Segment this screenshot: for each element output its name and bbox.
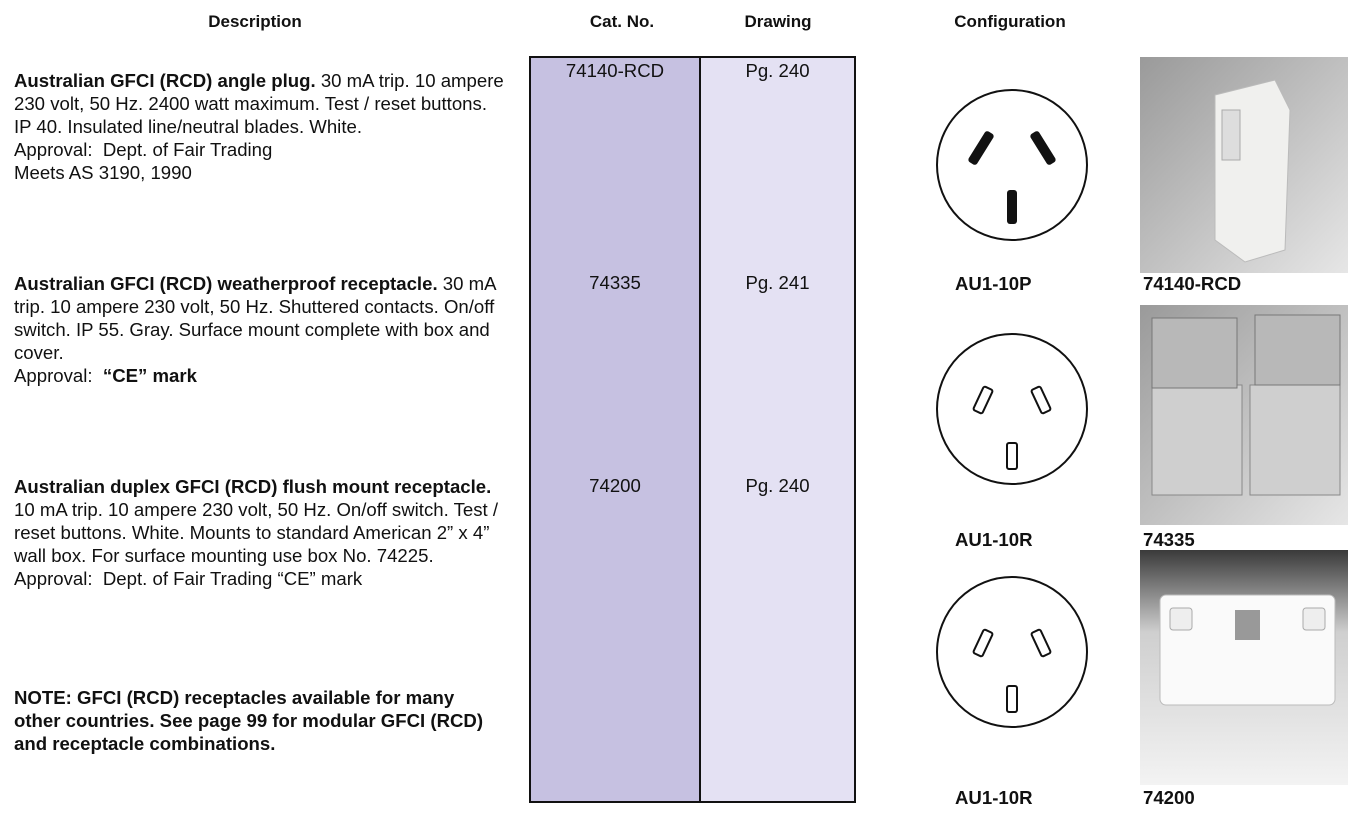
description: Australian duplex GFCI (RCD) flush mount… bbox=[14, 475, 506, 590]
configuration-label: AU1-10R bbox=[955, 787, 1033, 809]
approval: Approval: bbox=[14, 365, 93, 386]
description-body: 10 mA trip. 10 ampere 230 volt, 50 Hz. O… bbox=[14, 499, 498, 566]
approval-mark: “CE” mark bbox=[103, 365, 197, 386]
product-photo bbox=[1140, 305, 1348, 525]
approval: Approval: Dept. of Fair Trading bbox=[14, 139, 272, 160]
receptacle-face bbox=[937, 334, 1087, 484]
cat-column bbox=[530, 57, 700, 802]
cat-no: 74140-RCD bbox=[530, 60, 700, 82]
note: NOTE: GFCI (RCD) receptacles available f… bbox=[14, 686, 494, 755]
product-photo bbox=[1140, 57, 1348, 273]
standard: Meets AS 3190, 1990 bbox=[14, 162, 192, 183]
description-title: Australian GFCI (RCD) angle plug. bbox=[14, 70, 316, 91]
drawing-page: Pg. 240 bbox=[700, 60, 855, 82]
drawing-column bbox=[700, 57, 855, 802]
drawing-page: Pg. 241 bbox=[700, 272, 855, 294]
photo-caption: 74335 bbox=[1143, 529, 1195, 551]
photo-caption: 74200 bbox=[1143, 787, 1195, 809]
page: Description Cat. No. Drawing Configurati… bbox=[0, 0, 1348, 819]
configuration-label: AU1-10P bbox=[955, 273, 1031, 295]
approval: Approval: Dept. of Fair Trading “CE” mar… bbox=[14, 568, 362, 589]
description-title: Australian duplex GFCI (RCD) flush mount… bbox=[14, 476, 491, 497]
drawing-page: Pg. 240 bbox=[700, 475, 855, 497]
product-photo bbox=[1140, 550, 1348, 785]
description-title: Australian GFCI (RCD) weatherproof recep… bbox=[14, 273, 438, 294]
description: Australian GFCI (RCD) weatherproof recep… bbox=[14, 272, 506, 387]
configuration-label: AU1-10R bbox=[955, 529, 1033, 551]
photo-caption: 74140-RCD bbox=[1143, 273, 1241, 295]
description: Australian GFCI (RCD) angle plug. 30 mA … bbox=[14, 69, 506, 184]
plug-face bbox=[937, 90, 1087, 240]
receptacle-face bbox=[937, 577, 1087, 727]
cat-no: 74335 bbox=[530, 272, 700, 294]
cat-no: 74200 bbox=[530, 475, 700, 497]
